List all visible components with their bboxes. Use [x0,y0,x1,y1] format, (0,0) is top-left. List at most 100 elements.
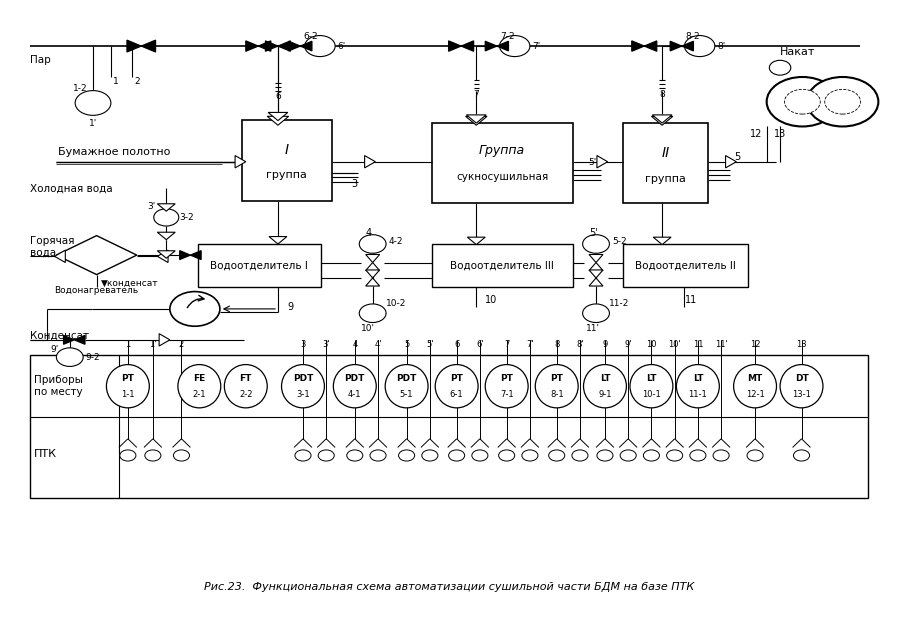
Polygon shape [55,250,66,263]
Text: 10: 10 [485,295,497,305]
Circle shape [785,89,820,114]
Circle shape [597,450,613,461]
Text: 6: 6 [275,92,280,101]
Text: PDT: PDT [344,374,365,383]
Circle shape [620,450,636,461]
Text: II: II [661,145,670,160]
Text: 12-1: 12-1 [745,391,764,399]
Text: 3: 3 [351,179,357,189]
Circle shape [154,208,179,226]
Text: 11: 11 [692,340,703,349]
Polygon shape [645,41,657,51]
Polygon shape [497,41,509,51]
Text: 6-1: 6-1 [450,391,464,399]
Polygon shape [449,41,461,51]
Polygon shape [485,41,497,51]
Ellipse shape [281,364,325,408]
Polygon shape [157,251,175,258]
Text: 5': 5' [426,340,433,349]
Text: 10: 10 [646,340,656,349]
Ellipse shape [734,364,777,408]
Text: 9-1: 9-1 [598,391,611,399]
Bar [198,244,321,287]
Polygon shape [300,41,312,51]
Bar [242,120,332,201]
Polygon shape [589,278,603,286]
Circle shape [521,450,538,461]
Text: Приборы
по месту: Приборы по месту [34,376,83,397]
Text: 10-1: 10-1 [642,391,661,399]
Text: 2-2: 2-2 [239,391,253,399]
Ellipse shape [334,364,377,408]
Polygon shape [157,250,168,263]
Text: 5-1: 5-1 [400,391,414,399]
Circle shape [548,450,565,461]
Bar [432,244,573,287]
Ellipse shape [225,364,267,408]
Ellipse shape [535,364,578,408]
Text: 4-1: 4-1 [348,391,361,399]
Text: FE: FE [193,374,206,383]
Text: 7: 7 [474,90,479,99]
Polygon shape [159,334,170,346]
Text: Пар: Пар [30,56,50,66]
Polygon shape [265,41,278,51]
Text: 1: 1 [112,77,119,87]
Circle shape [684,36,715,57]
Text: 1-1: 1-1 [121,391,135,399]
Circle shape [767,77,838,127]
Text: PT: PT [550,374,563,383]
Polygon shape [366,255,379,263]
Ellipse shape [630,364,672,408]
Text: 8-2: 8-2 [685,32,699,41]
Circle shape [472,450,488,461]
Text: 13-1: 13-1 [792,391,811,399]
Text: Водонагреватель: Водонагреватель [55,286,138,296]
Text: группа: группа [645,174,686,184]
Text: 11': 11' [715,340,727,349]
Circle shape [295,450,311,461]
Text: 1-2: 1-2 [74,84,88,92]
Polygon shape [268,112,288,120]
Circle shape [360,235,386,253]
Text: PT: PT [121,374,134,383]
Bar [432,123,573,203]
Text: PT: PT [500,374,513,383]
Text: 4: 4 [352,340,358,349]
Text: 11: 11 [684,295,697,305]
Ellipse shape [385,364,428,408]
Text: 2: 2 [134,77,139,87]
Text: FT: FT [240,374,252,383]
Text: 10': 10' [668,340,681,349]
Text: 9': 9' [625,340,632,349]
Text: 13: 13 [774,129,787,139]
Circle shape [305,36,335,57]
Text: 6: 6 [454,340,459,349]
Polygon shape [589,263,603,271]
Circle shape [318,450,334,461]
Ellipse shape [676,364,719,408]
Polygon shape [269,236,287,244]
Text: PT: PT [450,374,463,383]
Ellipse shape [485,364,528,408]
Text: PDT: PDT [396,374,417,383]
Text: DT: DT [795,374,808,383]
Polygon shape [681,41,693,51]
Text: 9-2: 9-2 [85,353,100,362]
Polygon shape [467,237,485,245]
Circle shape [76,90,111,115]
Polygon shape [652,116,672,125]
Polygon shape [597,155,608,168]
Text: 6': 6' [338,42,346,51]
Text: 2: 2 [179,340,184,349]
Circle shape [449,450,465,461]
Ellipse shape [780,364,823,408]
Text: 5': 5' [588,158,597,167]
Text: 10': 10' [361,324,375,333]
Polygon shape [466,116,487,125]
Text: 9': 9' [50,344,58,354]
Text: 8': 8' [576,340,583,349]
Text: 5': 5' [589,228,598,238]
Text: Горячая
вода: Горячая вода [30,236,74,258]
Circle shape [583,304,610,323]
